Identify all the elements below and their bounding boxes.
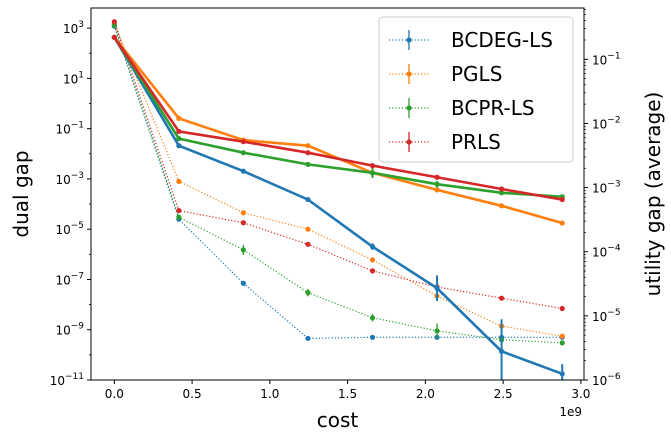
utility-gap-point xyxy=(559,220,565,226)
utility-gap-point xyxy=(559,371,565,377)
dual-gap-line-3 xyxy=(113,21,563,310)
utility-gap-point xyxy=(369,163,376,169)
utility-gap-point xyxy=(176,128,182,135)
utility-gap-line-0 xyxy=(113,36,563,376)
legend-entry: PGLS xyxy=(389,62,502,86)
y-tick-label: 10−11 xyxy=(50,372,84,388)
dual-gap-point xyxy=(240,280,247,286)
legend-marker xyxy=(406,139,412,145)
legend-marker xyxy=(406,71,412,77)
utility-gap-point xyxy=(498,190,505,196)
y2-tick-label: 10−5 xyxy=(592,308,621,324)
utility-gap-point xyxy=(434,181,440,187)
y-tick-label: 10−5 xyxy=(55,221,84,237)
utility-gap-point xyxy=(305,196,311,203)
dual-gap-line-0 xyxy=(113,25,563,340)
utility-gap-point xyxy=(240,139,247,145)
y-tick-label: 101 xyxy=(63,70,84,86)
dual-gap-series-layer xyxy=(111,19,565,346)
utility-gap-point xyxy=(498,203,505,209)
legend-label: BCDEG-LS xyxy=(451,28,553,52)
dual-gap-point xyxy=(305,226,311,232)
legend-marker xyxy=(406,105,412,111)
utility-gap-line-3 xyxy=(113,36,563,201)
utility-gap-point xyxy=(240,168,247,174)
dual-gap-point xyxy=(434,328,440,334)
utility-gap-point xyxy=(240,150,247,156)
y2-tick-label: 10−2 xyxy=(592,115,621,131)
x-tick-label: 2.5 xyxy=(494,387,513,401)
dual-gap-point xyxy=(240,247,247,253)
y2-tick-label: 10−3 xyxy=(592,180,621,196)
utility-gap-point xyxy=(176,115,182,121)
x-tick-label: 3.0 xyxy=(571,387,590,401)
dual-gap-point xyxy=(176,214,182,220)
dual-gap-point xyxy=(240,210,247,216)
utility-gap-line-2 xyxy=(113,36,563,199)
dual-gap-point xyxy=(559,305,565,312)
y-tick-label: 10−9 xyxy=(55,322,84,338)
x-tick-label: 0.5 xyxy=(183,387,202,401)
legend-box xyxy=(378,16,574,163)
dual-gap-point xyxy=(369,315,376,321)
utility-gap-point xyxy=(369,170,376,176)
dual-gap-point xyxy=(176,178,182,184)
dual-gap-line-2 xyxy=(113,25,563,344)
y-tick-label: 10−7 xyxy=(55,271,84,287)
dual-gap-point xyxy=(111,19,117,25)
x-tick-label: 2.0 xyxy=(416,387,435,401)
y2-tick-label: 10−1 xyxy=(592,51,621,67)
axes: 0.0 0.5 1.0 1.5 2.0 2.5 3.0 103 101 10−1 10−3 10−5 1… xyxy=(50,7,621,401)
legend-entry: BCPR-LS xyxy=(389,96,535,120)
legend-entry: BCDEG-LS xyxy=(389,28,553,52)
x-axis-scale-label: 1e9 xyxy=(559,405,582,419)
y2-tick-label: 10−4 xyxy=(592,244,621,260)
y2-tick-label: 10−6 xyxy=(592,372,621,388)
dual-gap-point xyxy=(559,340,565,346)
utility-gap-point xyxy=(305,150,311,156)
x-axis-label: cost xyxy=(317,408,359,432)
dual-gap-point xyxy=(176,207,182,214)
y2-axis-label: utility gap (average) xyxy=(641,92,665,297)
utility-gap-point xyxy=(434,187,440,193)
utility-gap-point xyxy=(369,244,376,250)
utility-gap-point xyxy=(498,186,505,192)
utility-gap-point xyxy=(305,143,311,149)
y-axis-label: dual gap xyxy=(9,150,33,237)
legend-label: BCPR-LS xyxy=(451,96,535,120)
dual-gap-point xyxy=(369,334,376,340)
utility-gap-point xyxy=(176,136,182,142)
y-tick-label: 10−1 xyxy=(55,121,84,137)
utility-gap-point xyxy=(176,143,182,149)
legend-marker xyxy=(406,37,412,43)
x-tick-label: 1.5 xyxy=(338,387,357,401)
utility-gap-point xyxy=(434,285,440,291)
x-tick-label: 1.0 xyxy=(260,387,279,401)
dual-gap-point xyxy=(498,295,505,301)
legend: BCDEG-LS PGLS BCPR-LS PRLS xyxy=(378,16,574,163)
y-tick-label: 10−3 xyxy=(55,171,84,187)
utility-gap-series-layer xyxy=(111,34,565,380)
dual-gap-point xyxy=(369,257,376,263)
dual-gap-point xyxy=(305,290,311,296)
legend-entry: PRLS xyxy=(389,130,501,154)
dual-gap-point xyxy=(305,241,311,247)
dual-gap-point xyxy=(559,333,565,339)
x-tick-label: 0.0 xyxy=(105,387,124,401)
utility-gap-point xyxy=(559,196,565,203)
dual-gap-point xyxy=(305,335,311,342)
y-tick-label: 103 xyxy=(63,20,84,36)
legend-label: PRLS xyxy=(451,130,501,154)
dual-gap-point xyxy=(111,22,117,28)
dual-gap-point xyxy=(369,268,376,274)
utility-gap-point xyxy=(498,348,505,354)
dual-gap-point xyxy=(240,220,247,226)
legend-label: PGLS xyxy=(451,62,502,86)
utility-gap-point xyxy=(111,34,117,40)
utility-gap-point xyxy=(434,174,440,180)
utility-gap-point xyxy=(305,161,311,167)
